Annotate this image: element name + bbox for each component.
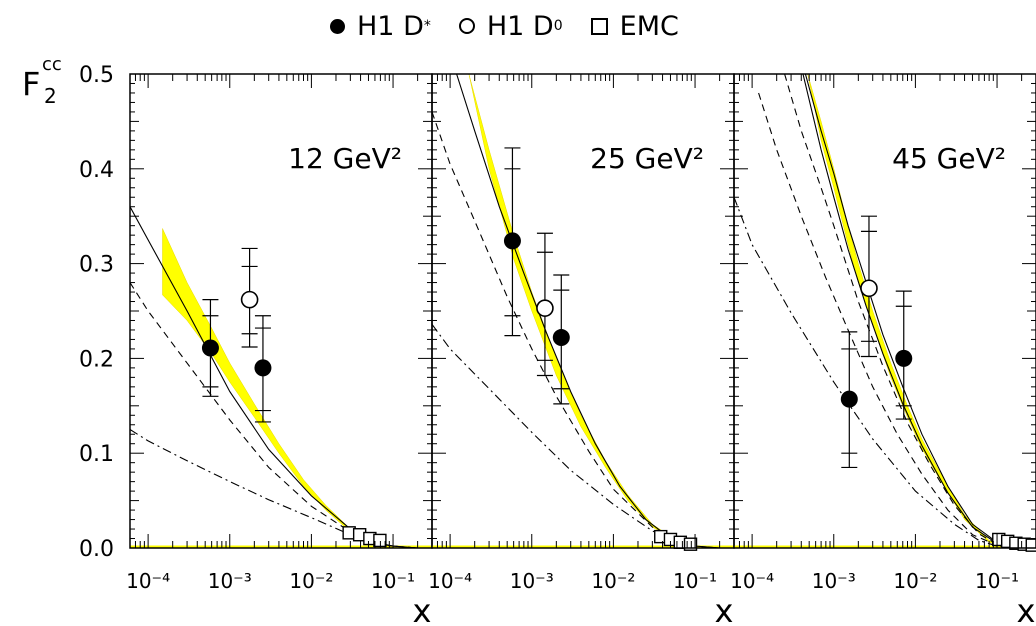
theory-curve-dashed (130, 282, 418, 548)
panel-q2-label: 45 GeV² (892, 142, 1006, 175)
legend-sup-h1-d0: 0 (553, 18, 563, 34)
theory-curve-dashed (784, 74, 1022, 548)
theory-curve-dashdot (130, 429, 418, 548)
theory-curve-dashed (432, 111, 720, 548)
data-point-h1-dstar (201, 339, 219, 357)
y-tick-label: 0.3 (79, 253, 114, 278)
y-tick-label: 0.5 (79, 63, 114, 88)
filled-circle-marker-icon (330, 18, 345, 34)
x-axis-label: x (413, 592, 432, 626)
panel-2: 10⁻⁴ 10⁻³ 10⁻² 10⁻¹x 25 GeV² (428, 73, 735, 626)
theory-band (162, 228, 394, 548)
x-tick-label: 10⁻² (591, 569, 635, 593)
panel-q2-label: 12 GeV² (288, 142, 402, 175)
y-tick-label: 0.2 (79, 347, 114, 372)
theory-curve-solid (802, 74, 1022, 548)
x-axis-label: x (715, 592, 734, 626)
y-axis-label-sup: cc (42, 54, 62, 75)
theory-curve-dashdot (734, 197, 1022, 548)
data-point-emc (373, 533, 387, 548)
data-point-h1-dstar (503, 232, 521, 250)
open-circle-marker-icon (458, 18, 475, 34)
legend-label-h1-dstar: H1 D (357, 10, 424, 42)
x-tick-label: 10⁻¹ (371, 569, 415, 593)
legend-label-emc: EMC (619, 10, 679, 42)
x-tick-label: 10⁻⁴ (126, 569, 170, 593)
y-axis-label-sub: 2 (44, 84, 57, 108)
y-tick-label: 0.1 (79, 442, 114, 467)
data-point-h1-d0 (536, 299, 554, 317)
theory-curve-dashed (758, 92, 1022, 548)
y-axis-label: F 2 cc (22, 56, 62, 107)
x-tick-label: 10⁻² (289, 569, 333, 593)
x-tick-label: 10⁻² (893, 569, 937, 593)
x-tick-label: 10⁻⁴ (730, 569, 774, 593)
theory-curve-solid (804, 74, 1022, 548)
x-tick-label: 10⁻⁴ (428, 569, 472, 593)
x-tick-label: 10⁻³ (510, 569, 554, 593)
x-tick-label: 10⁻¹ (975, 569, 1019, 593)
y-axis-label-base: F (22, 65, 41, 103)
panel-1: 10⁻⁴ 10⁻³ 10⁻² 10⁻¹ 0.0 0.1 0.2 0.3 0.4 0.5 x 12 Ge… (79, 63, 433, 626)
data-point-h1-d0 (860, 279, 878, 298)
legend-sup-h1-dstar: * (423, 18, 431, 34)
panel-plot-area (130, 206, 432, 548)
data-point-h1-dstar (840, 390, 858, 408)
y-tick-label: 0.4 (79, 158, 114, 183)
legend-item-h1-dstar: H1 D * (330, 11, 431, 42)
y-tick-label: 0.0 (79, 537, 114, 562)
legend-label-h1-d0: H1 D (486, 10, 554, 42)
data-point-h1-dstar (895, 349, 913, 367)
x-axis-label: x (1017, 592, 1036, 626)
x-tick-label: 10⁻³ (208, 569, 252, 593)
open-square-marker-icon (590, 17, 608, 35)
theory-curve-dashdot (432, 323, 720, 548)
data-point-emc (1025, 538, 1036, 552)
legend-item-emc: EMC (590, 10, 679, 42)
x-tick-label: 10⁻¹ (673, 569, 717, 593)
panel-q2-label: 25 GeV² (590, 142, 704, 175)
data-point-h1-d0 (240, 290, 259, 309)
panel-3: 10⁻⁴10⁻³10⁻²10⁻¹1x45 GeV² (730, 73, 1036, 626)
x-tick-label: 10⁻³ (812, 569, 856, 593)
data-point-h1-dstar (254, 359, 272, 377)
data-point-h1-dstar (552, 329, 570, 347)
